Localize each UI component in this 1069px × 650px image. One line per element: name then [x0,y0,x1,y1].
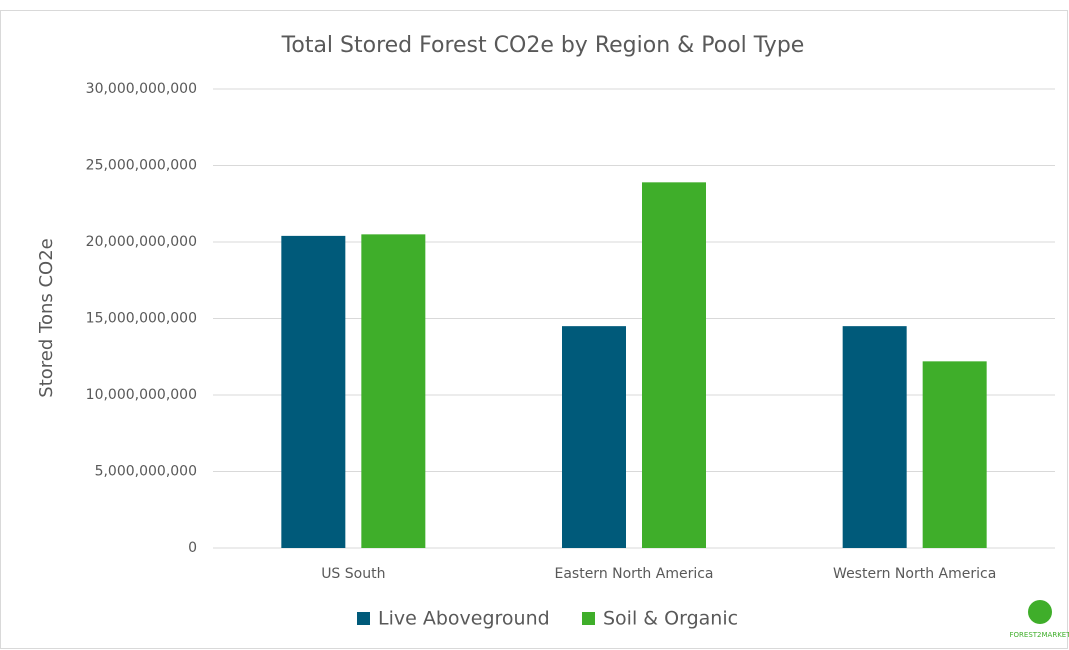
bar [562,326,626,548]
logo: FOREST2MARKET [1010,600,1069,639]
y-tick-label: 0 [188,540,197,556]
y-axis-label: Stored Tons CO2e [36,238,57,397]
x-tick-label: Eastern North America [554,566,713,582]
bar [361,234,426,548]
y-tick-label: 25,000,000,000 [86,158,197,174]
chart-title: Total Stored Forest CO2e by Region & Poo… [281,33,805,58]
logo-text: FOREST2MARKET [1010,631,1069,639]
logo-icon [1028,600,1052,624]
bar [642,182,706,548]
x-tick-label: US South [321,566,385,582]
x-tick-label: Western North America [833,566,996,582]
bar [842,326,907,548]
bar [922,361,987,548]
legend-swatch [357,612,370,625]
legend-label: Soil & Organic [603,608,738,630]
y-tick-label: 30,000,000,000 [86,81,197,97]
y-tick-label: 5,000,000,000 [95,464,197,480]
y-tick-label: 15,000,000,000 [86,311,197,327]
legend-label: Live Aboveground [378,608,550,630]
bar [281,235,346,548]
y-tick-label: 20,000,000,000 [86,234,197,250]
y-tick-label: 10,000,000,000 [86,387,197,403]
chart-frame [0,10,1068,649]
legend-swatch [582,612,595,625]
